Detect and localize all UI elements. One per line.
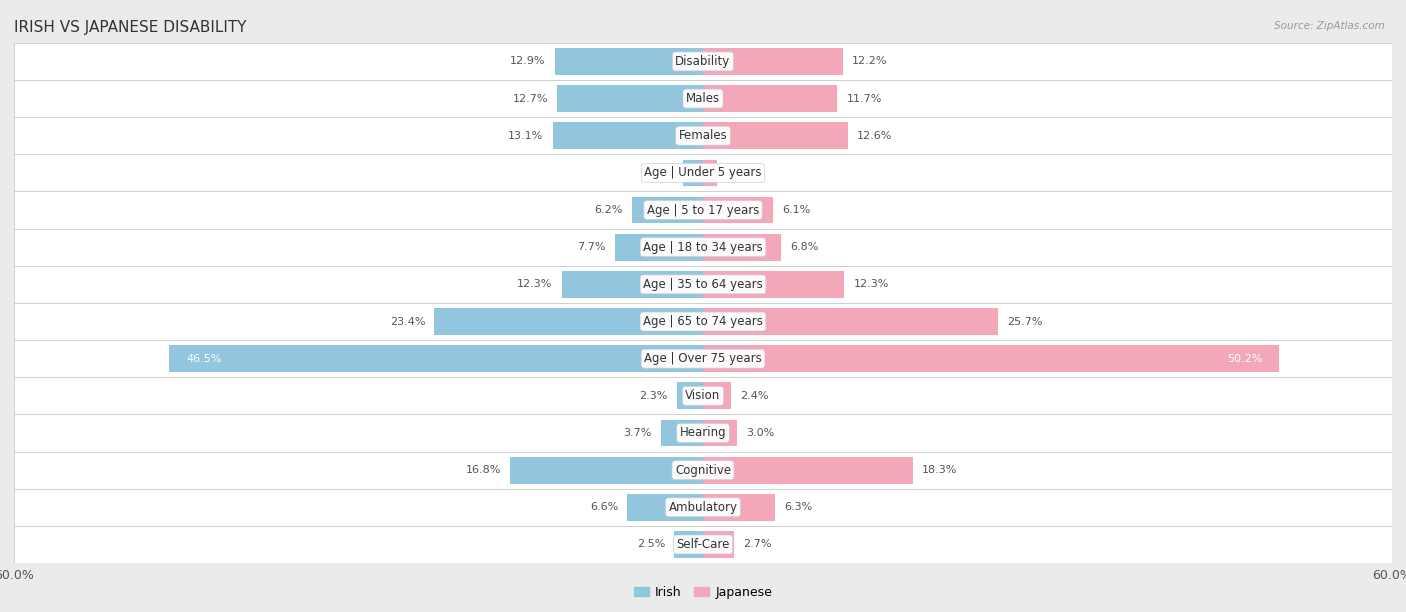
Text: 25.7%: 25.7% [1007, 316, 1043, 327]
Bar [703, 494, 775, 521]
Bar [557, 85, 703, 112]
Bar [676, 382, 703, 409]
Text: Age | Over 75 years: Age | Over 75 years [644, 352, 762, 365]
FancyBboxPatch shape [14, 303, 1392, 340]
Text: 6.1%: 6.1% [782, 205, 810, 215]
Bar [555, 48, 703, 75]
FancyBboxPatch shape [14, 117, 1392, 154]
Text: 3.7%: 3.7% [623, 428, 651, 438]
Text: IRISH VS JAPANESE DISABILITY: IRISH VS JAPANESE DISABILITY [14, 20, 246, 35]
FancyBboxPatch shape [14, 80, 1392, 117]
Bar [510, 457, 703, 483]
FancyBboxPatch shape [14, 43, 1392, 80]
Text: 11.7%: 11.7% [846, 94, 882, 103]
Bar [703, 345, 1279, 372]
Text: Age | 18 to 34 years: Age | 18 to 34 years [643, 241, 763, 254]
Text: 7.7%: 7.7% [576, 242, 606, 252]
Legend: Irish, Japanese: Irish, Japanese [628, 581, 778, 603]
Text: 12.7%: 12.7% [513, 94, 548, 103]
Text: 12.9%: 12.9% [510, 56, 546, 67]
Text: Age | 35 to 64 years: Age | 35 to 64 years [643, 278, 763, 291]
FancyBboxPatch shape [14, 266, 1392, 303]
Text: 16.8%: 16.8% [465, 465, 501, 475]
Text: 50.2%: 50.2% [1227, 354, 1263, 364]
FancyBboxPatch shape [14, 452, 1392, 489]
Text: 23.4%: 23.4% [389, 316, 425, 327]
Text: Females: Females [679, 129, 727, 142]
FancyBboxPatch shape [14, 377, 1392, 414]
Text: 13.1%: 13.1% [508, 131, 543, 141]
Bar [553, 122, 703, 149]
Bar [703, 48, 844, 75]
Text: 6.8%: 6.8% [790, 242, 818, 252]
Text: 12.3%: 12.3% [853, 279, 889, 289]
Bar [631, 196, 703, 223]
FancyBboxPatch shape [14, 526, 1392, 563]
Bar [703, 122, 848, 149]
Bar [703, 234, 782, 261]
Bar [703, 196, 773, 223]
Bar [614, 234, 703, 261]
Text: Age | 5 to 17 years: Age | 5 to 17 years [647, 204, 759, 217]
Bar [434, 308, 703, 335]
Bar [703, 308, 998, 335]
Text: 6.2%: 6.2% [595, 205, 623, 215]
Text: 2.5%: 2.5% [637, 539, 665, 550]
FancyBboxPatch shape [14, 229, 1392, 266]
Text: Disability: Disability [675, 55, 731, 68]
FancyBboxPatch shape [14, 489, 1392, 526]
Text: 1.7%: 1.7% [645, 168, 675, 178]
Bar [675, 531, 703, 558]
FancyBboxPatch shape [14, 340, 1392, 377]
Bar [703, 160, 717, 186]
Bar [661, 420, 703, 446]
Text: Ambulatory: Ambulatory [668, 501, 738, 514]
Text: 2.7%: 2.7% [744, 539, 772, 550]
Text: Age | Under 5 years: Age | Under 5 years [644, 166, 762, 179]
Text: Cognitive: Cognitive [675, 464, 731, 477]
Text: 2.4%: 2.4% [740, 391, 768, 401]
Bar [683, 160, 703, 186]
Text: 6.6%: 6.6% [589, 502, 619, 512]
Bar [703, 457, 912, 483]
FancyBboxPatch shape [14, 192, 1392, 229]
Bar [703, 420, 738, 446]
Bar [703, 382, 731, 409]
Text: 3.0%: 3.0% [747, 428, 775, 438]
Text: 12.6%: 12.6% [856, 131, 893, 141]
Text: 2.3%: 2.3% [640, 391, 668, 401]
Text: Source: ZipAtlas.com: Source: ZipAtlas.com [1274, 21, 1385, 31]
Text: 46.5%: 46.5% [186, 354, 222, 364]
Bar [703, 271, 844, 297]
Text: 1.2%: 1.2% [725, 168, 755, 178]
Text: Self-Care: Self-Care [676, 538, 730, 551]
Text: Age | 65 to 74 years: Age | 65 to 74 years [643, 315, 763, 328]
Text: Vision: Vision [685, 389, 721, 402]
Text: 12.2%: 12.2% [852, 56, 887, 67]
FancyBboxPatch shape [14, 414, 1392, 452]
Bar [169, 345, 703, 372]
Text: 18.3%: 18.3% [922, 465, 957, 475]
Bar [703, 85, 838, 112]
Bar [627, 494, 703, 521]
Bar [562, 271, 703, 297]
Bar [703, 531, 734, 558]
Text: Males: Males [686, 92, 720, 105]
Text: 12.3%: 12.3% [517, 279, 553, 289]
Text: 6.3%: 6.3% [785, 502, 813, 512]
FancyBboxPatch shape [14, 154, 1392, 192]
Text: Hearing: Hearing [679, 427, 727, 439]
